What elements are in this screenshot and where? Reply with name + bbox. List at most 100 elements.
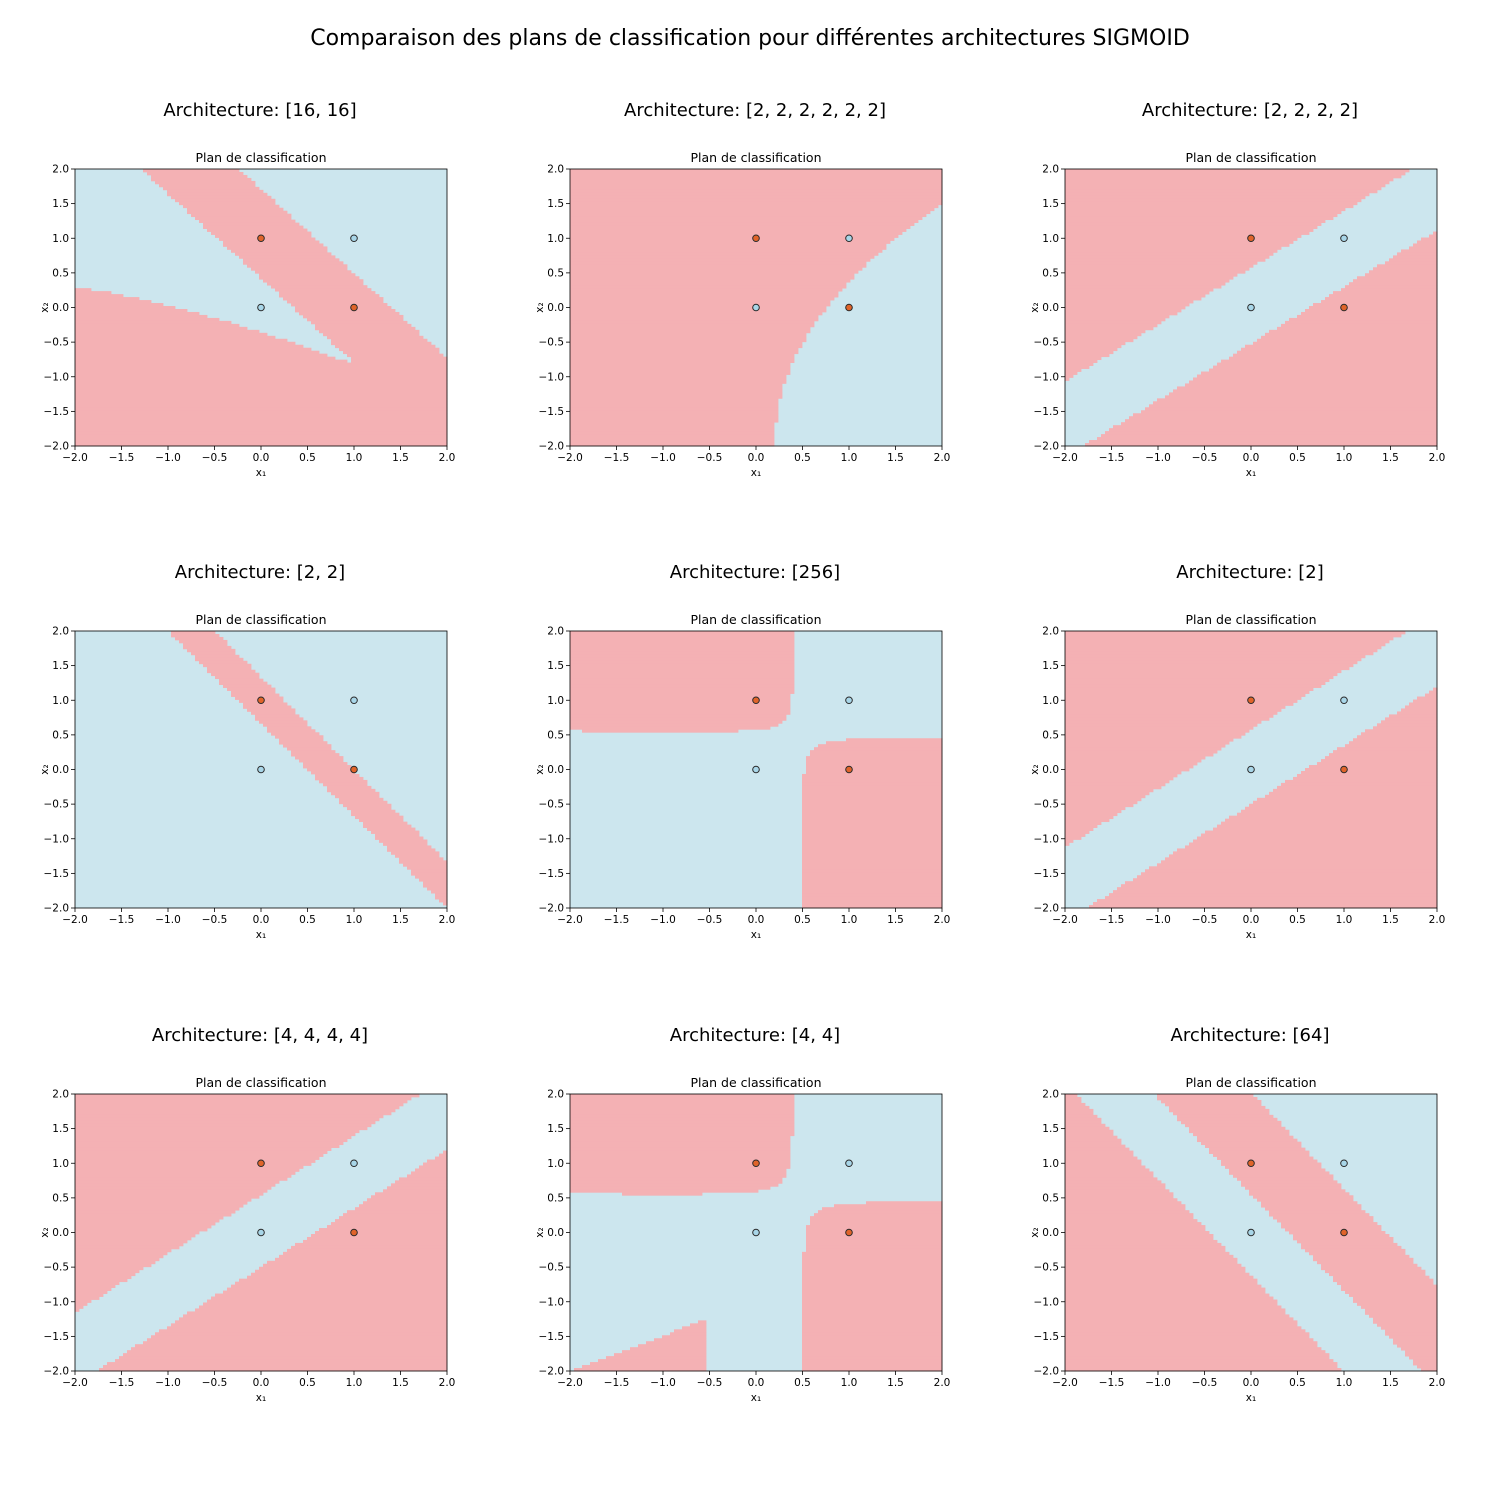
x-tick-label: −1.5 bbox=[604, 452, 630, 464]
region-class1 bbox=[570, 1094, 943, 1372]
x-tick-label: −1.0 bbox=[1145, 1377, 1171, 1389]
x-tick-label: −2.0 bbox=[62, 452, 88, 464]
y-tick-label: 0.0 bbox=[547, 764, 564, 776]
data-point-class1 bbox=[257, 696, 265, 705]
data-point-class0 bbox=[1247, 1228, 1255, 1237]
subplot-1: Architecture: [16, 16] −2.0 −1.5 −1.0 −0.5 0… bbox=[30, 100, 490, 540]
x-tick-label: 2.0 bbox=[1429, 914, 1446, 926]
x-tick-label: −1.0 bbox=[650, 452, 676, 464]
x-tick-label: 1.0 bbox=[1336, 1377, 1353, 1389]
y-tick-label: 0.5 bbox=[1042, 729, 1059, 741]
x-tick-label: 0.0 bbox=[253, 1377, 270, 1389]
data-point-class1 bbox=[1340, 1228, 1348, 1237]
x-tick-label: 0.5 bbox=[794, 914, 811, 926]
x-tick-label: −1.5 bbox=[1099, 914, 1125, 926]
architecture-title: Architecture: [16, 16] bbox=[163, 100, 357, 121]
data-point-class0 bbox=[257, 303, 265, 312]
y-tick-label: 1.5 bbox=[547, 198, 564, 210]
data-point-class1 bbox=[845, 303, 853, 312]
y-tick-label: 0.0 bbox=[52, 764, 69, 776]
y-tick-label: −1.0 bbox=[1034, 833, 1060, 845]
data-point-class1 bbox=[752, 696, 760, 705]
subplot-5: Architecture: [256] −2.0 −1.5 −1.0 −0.5 0.0 0… bbox=[525, 562, 985, 1002]
x-tick-label: −0.5 bbox=[1192, 452, 1218, 464]
y-axis-label: x₂ bbox=[534, 302, 546, 312]
data-point-class0 bbox=[257, 1228, 265, 1237]
data-point-class1 bbox=[1340, 765, 1348, 774]
x-tick-label: −1.5 bbox=[109, 914, 135, 926]
data-point-class1 bbox=[752, 234, 760, 243]
x-tick-label: 1.5 bbox=[887, 914, 904, 926]
architecture-title: Architecture: [2, 2, 2, 2, 2, 2] bbox=[624, 100, 886, 121]
x-tick-label: 0.5 bbox=[1289, 914, 1306, 926]
y-tick-label: 1.0 bbox=[547, 233, 564, 245]
x-tick-label: 2.0 bbox=[934, 1377, 951, 1389]
x-tick-label: −1.0 bbox=[1145, 914, 1171, 926]
y-tick-label: 0.5 bbox=[52, 267, 69, 279]
y-tick-label: 2.0 bbox=[52, 1089, 69, 1101]
x-tick-label: 1.0 bbox=[1336, 914, 1353, 926]
x-tick-label: −1.0 bbox=[650, 914, 676, 926]
y-tick-label: −2.0 bbox=[1034, 1366, 1060, 1378]
x-tick-label: −1.5 bbox=[109, 1377, 135, 1389]
data-point-class0 bbox=[350, 234, 358, 243]
y-tick-label: 1.5 bbox=[52, 1123, 69, 1135]
x-tick-label: 0.5 bbox=[794, 1377, 811, 1389]
x-axis-label: x₁ bbox=[751, 1392, 761, 1404]
subplot-svg: −2.0 −1.5 −1.0 −0.5 0.0 0.5 1.0 1.5 2.0 −2.0 −1.5 −… bbox=[1029, 612, 1446, 941]
x-tick-label: −0.5 bbox=[1192, 1377, 1218, 1389]
y-tick-label: 2.0 bbox=[1042, 626, 1059, 638]
data-point-class0 bbox=[752, 303, 760, 312]
x-tick-label: 2.0 bbox=[934, 452, 951, 464]
y-tick-label: 2.0 bbox=[547, 626, 564, 638]
data-point-class1 bbox=[845, 765, 853, 774]
x-tick-label: −2.0 bbox=[557, 452, 583, 464]
y-tick-label: −1.0 bbox=[44, 1296, 70, 1308]
subplot-title: Plan de classification bbox=[690, 150, 821, 165]
subplot-title: Plan de classification bbox=[1185, 612, 1316, 627]
y-tick-label: −1.5 bbox=[539, 868, 565, 880]
y-tick-label: 0.0 bbox=[547, 1227, 564, 1239]
y-tick-label: 1.0 bbox=[547, 695, 564, 707]
y-tick-label: −0.5 bbox=[44, 337, 70, 349]
y-tick-label: 0.0 bbox=[1042, 302, 1059, 314]
x-tick-label: 1.5 bbox=[887, 1377, 904, 1389]
region-class1 bbox=[1065, 1094, 1438, 1372]
y-tick-label: 0.5 bbox=[1042, 267, 1059, 279]
data-point-class0 bbox=[350, 1159, 358, 1168]
subplot-7: Architecture: [4, 4, 4, 4] −2.0 −1.5 −1.0−… bbox=[30, 1025, 490, 1465]
x-tick-label: 2.0 bbox=[439, 452, 456, 464]
y-tick-label: −1.0 bbox=[1034, 371, 1060, 383]
y-tick-label: 0.5 bbox=[547, 1192, 564, 1204]
y-tick-label: 1.0 bbox=[52, 233, 69, 245]
data-point-class1 bbox=[257, 234, 265, 243]
data-point-class1 bbox=[1247, 234, 1255, 243]
x-tick-label: 0.0 bbox=[1243, 914, 1260, 926]
x-tick-label: 0.5 bbox=[299, 1377, 316, 1389]
data-point-class1 bbox=[350, 1228, 358, 1237]
y-tick-label: −2.0 bbox=[1034, 441, 1060, 453]
subplot-svg: −2.0 −1.5 −1.0 −0.5 0.0 0.5 1.0 1.5 2.0 −2.0 −1.5 −… bbox=[534, 1075, 951, 1404]
y-tick-label: −2.0 bbox=[44, 1366, 70, 1378]
y-tick-label: 1.5 bbox=[547, 1123, 564, 1135]
y-tick-label: 0.5 bbox=[547, 729, 564, 741]
x-tick-label: −0.5 bbox=[697, 1377, 723, 1389]
x-tick-label: 1.0 bbox=[1336, 452, 1353, 464]
architecture-title: Architecture: [4, 4, 4, 4] bbox=[151, 1025, 369, 1046]
subplot-svg: −2.0 −1.5 −1.0 −0.5 0.0 0.5 1.0 1.5 2.0 −2.0 −1.5 −… bbox=[1029, 1075, 1445, 1404]
y-tick-label: −0.5 bbox=[1034, 799, 1060, 811]
y-tick-label: 0.5 bbox=[52, 729, 69, 741]
subplot-svg: −2.0 −1.5 −1.0 −0.5 0.0 0.5 1.0 1.5 2.0 −2.0 −1.5 −… bbox=[39, 150, 456, 479]
y-tick-label: 0.0 bbox=[547, 302, 564, 314]
x-tick-label: 0.5 bbox=[794, 452, 811, 464]
y-tick-label: 0.0 bbox=[1042, 764, 1059, 776]
x-tick-label: −0.5 bbox=[202, 452, 228, 464]
region-class1 bbox=[570, 169, 943, 447]
y-tick-label: −2.0 bbox=[1034, 903, 1060, 915]
region-class1 bbox=[1065, 169, 1438, 447]
x-tick-label: 1.5 bbox=[392, 452, 409, 464]
y-tick-label: −1.5 bbox=[539, 1331, 565, 1343]
y-tick-label: 0.5 bbox=[1042, 1192, 1059, 1204]
subplot-title: Plan de classification bbox=[195, 1075, 326, 1090]
data-point-class0 bbox=[1340, 1159, 1348, 1168]
